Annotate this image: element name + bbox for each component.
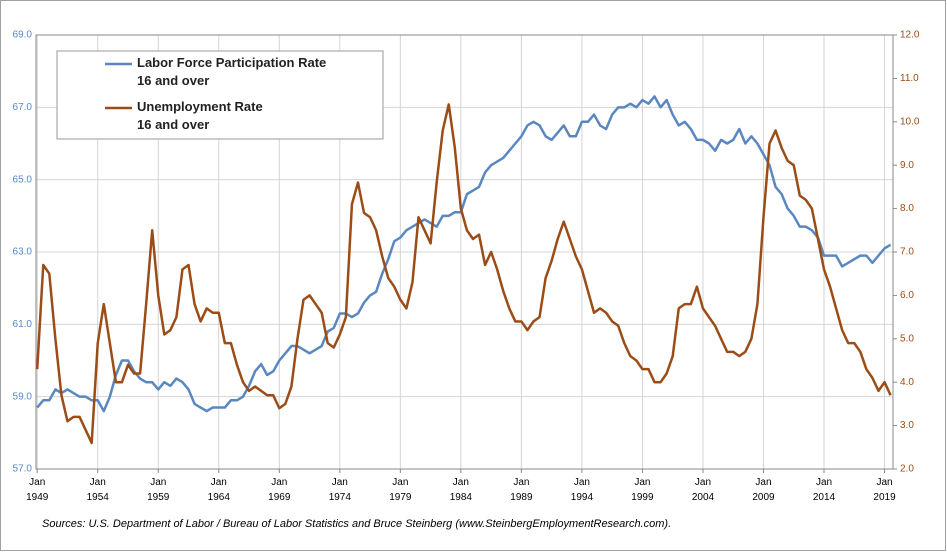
y2-tick-label: 3.0 bbox=[900, 420, 914, 431]
y2-tick-label: 2.0 bbox=[900, 464, 914, 475]
x-tick-label: Jan 1969 bbox=[268, 477, 291, 503]
y-tick-label: 69.0 bbox=[13, 30, 33, 41]
y-tick-label: 57.0 bbox=[13, 464, 33, 475]
x-tick-label: Jan 1964 bbox=[208, 477, 231, 503]
x-tick-label: Jan 1999 bbox=[631, 477, 654, 503]
y2-tick-label: 7.0 bbox=[900, 247, 914, 258]
y-tick-label: 67.0 bbox=[13, 102, 33, 113]
legend-label: Labor Force Participation Rate 16 and ove… bbox=[137, 55, 326, 88]
y2-tick-label: 11.0 bbox=[900, 73, 919, 84]
y-tick-label: 65.0 bbox=[13, 174, 33, 185]
series-line bbox=[36, 95, 892, 413]
y-tick-label: 59.0 bbox=[13, 391, 33, 402]
y2-tick-label: 9.0 bbox=[900, 160, 914, 171]
x-tick-label: Jan 1949 bbox=[26, 477, 49, 503]
y2-tick-label: 10.0 bbox=[900, 116, 920, 127]
y2-tick-label: 5.0 bbox=[900, 333, 914, 344]
y2-tick-label: 4.0 bbox=[900, 377, 914, 388]
x-tick-label: Jan 1994 bbox=[571, 477, 594, 503]
x-tick-label: Jan 2014 bbox=[813, 477, 836, 503]
y-tick-label: 61.0 bbox=[13, 319, 33, 330]
series-line bbox=[35, 103, 892, 445]
plot-area bbox=[35, 34, 894, 470]
legend-label: Unemployment Rate 16 and over bbox=[137, 99, 263, 132]
x-tick-label: Jan 2019 bbox=[873, 477, 896, 503]
source-note: Sources: U.S. Department of Labor / Bure… bbox=[42, 518, 671, 530]
legend-box bbox=[56, 50, 384, 140]
x-tick-label: Jan 1954 bbox=[87, 477, 110, 503]
x-tick-label: Jan 1974 bbox=[329, 477, 352, 503]
x-tick-label: Jan 2004 bbox=[692, 477, 715, 503]
x-tick-label: Jan 1984 bbox=[450, 477, 473, 503]
x-tick-label: Jan 1989 bbox=[510, 477, 533, 503]
x-tick-label: Jan 1959 bbox=[147, 477, 170, 503]
x-tick-label: Jan 2009 bbox=[752, 477, 775, 503]
y2-tick-label: 12.0 bbox=[900, 30, 920, 41]
y2-tick-label: 6.0 bbox=[900, 290, 914, 301]
x-tick-label: Jan 1979 bbox=[389, 477, 412, 503]
y2-tick-label: 8.0 bbox=[900, 203, 914, 214]
y-tick-label: 63.0 bbox=[13, 247, 33, 258]
